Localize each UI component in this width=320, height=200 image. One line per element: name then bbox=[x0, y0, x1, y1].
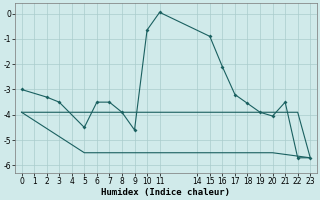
X-axis label: Humidex (Indice chaleur): Humidex (Indice chaleur) bbox=[101, 188, 230, 197]
